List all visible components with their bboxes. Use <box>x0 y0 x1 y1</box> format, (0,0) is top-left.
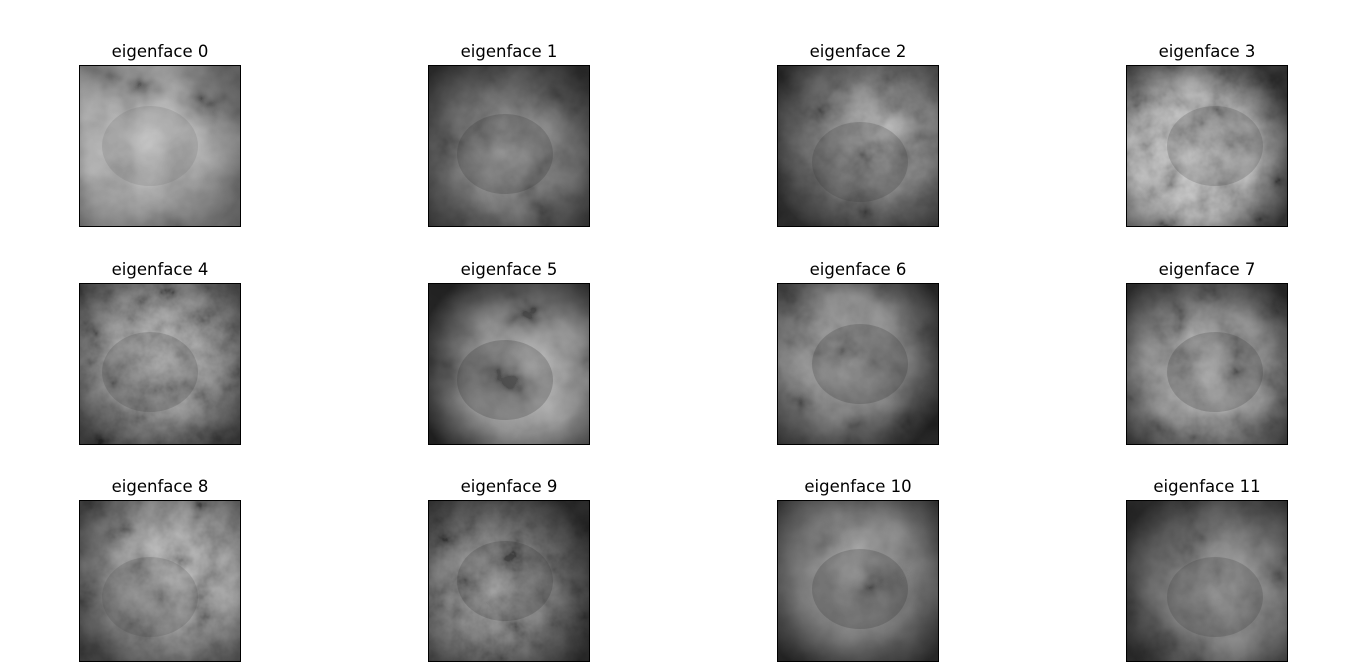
panel-title: eigenface 11 <box>1153 477 1261 496</box>
panel-title: eigenface 10 <box>804 477 912 496</box>
panel-title: eigenface 4 <box>111 260 209 279</box>
eigenface-image <box>777 500 939 662</box>
eigenface-image <box>428 65 590 227</box>
panel-title: eigenface 0 <box>111 42 209 61</box>
eigenface-image <box>1126 283 1288 445</box>
eigenface-image <box>777 283 939 445</box>
panel-title: eigenface 2 <box>809 42 907 61</box>
eigenface-image <box>1126 65 1288 227</box>
eigenface-image <box>428 283 590 445</box>
eigenface-image <box>79 500 241 662</box>
panel-title: eigenface 9 <box>460 477 558 496</box>
panel-title: eigenface 7 <box>1158 260 1256 279</box>
panel-title: eigenface 5 <box>460 260 558 279</box>
panel-title: eigenface 3 <box>1158 42 1256 61</box>
panel-title: eigenface 1 <box>460 42 558 61</box>
eigenface-image <box>1126 500 1288 662</box>
eigenface-image <box>79 65 241 227</box>
eigenface-image <box>79 283 241 445</box>
eigenface-image <box>428 500 590 662</box>
panel-title: eigenface 6 <box>809 260 907 279</box>
panel-title: eigenface 8 <box>111 477 209 496</box>
eigenface-image <box>777 65 939 227</box>
